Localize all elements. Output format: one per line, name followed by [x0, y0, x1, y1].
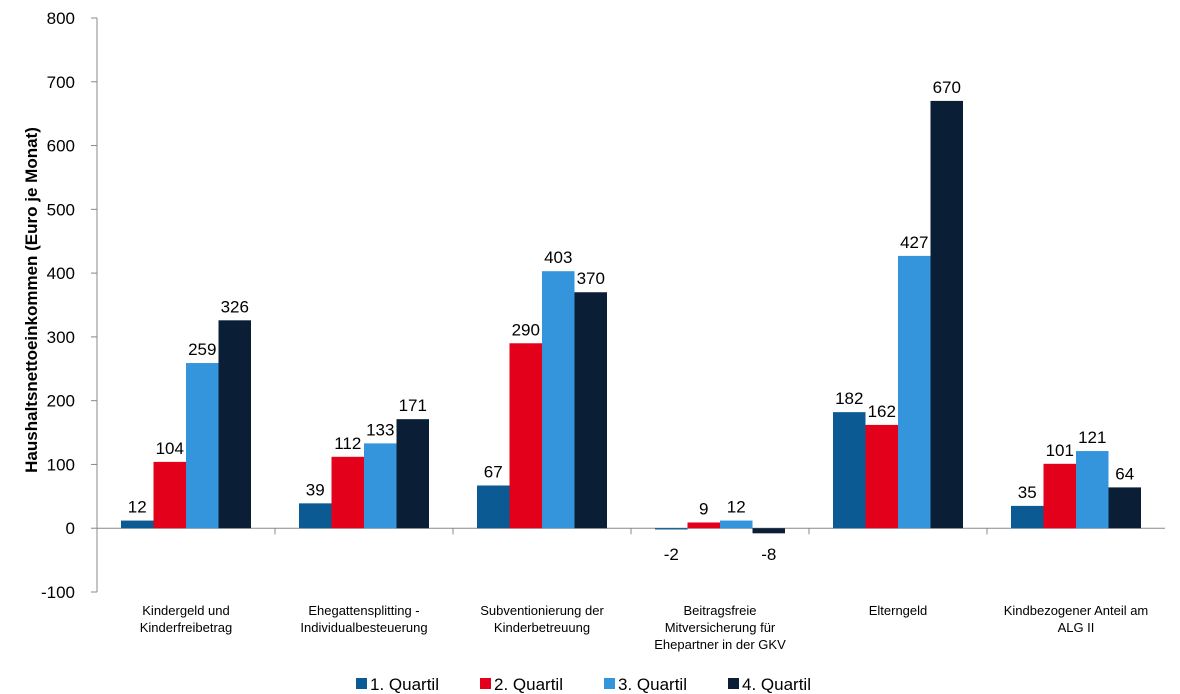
bar [121, 520, 154, 529]
y-tick-label: -100 [41, 583, 75, 602]
category-label: Elterngeld [869, 603, 928, 618]
bar [865, 424, 898, 529]
category-label: Ehepartner in der GKV [654, 637, 786, 652]
legend-label: 4. Quartil [742, 675, 811, 694]
bar [153, 461, 186, 529]
bar [1011, 505, 1044, 529]
category-label: Kindergeld und [142, 603, 229, 618]
bar [898, 255, 931, 529]
legend: 1. Quartil 2. Quartil 3. Quartil 4. Quartil [356, 675, 811, 694]
bar [1076, 451, 1109, 529]
bar [509, 343, 542, 529]
bar [752, 528, 785, 534]
data-label: 9 [699, 499, 708, 518]
data-labels: 12 104 259 326 39 112 133 171 67 290 403 370 -2 9 12 -8… [128, 78, 1134, 564]
bar [542, 271, 575, 529]
bar [477, 485, 510, 529]
category-label: Ehegattensplitting - [308, 603, 419, 618]
data-label: -8 [761, 545, 776, 564]
data-label: 370 [577, 269, 605, 288]
bar [720, 520, 753, 529]
data-label: 290 [512, 320, 540, 339]
category-labels: Kindergeld und Kinderfreibetrag Ehegattens… [140, 603, 1149, 652]
data-label: -2 [664, 545, 679, 564]
data-label: 101 [1046, 441, 1074, 460]
bar [833, 412, 866, 529]
data-label: 35 [1018, 483, 1037, 502]
category-label: Kindbezogener Anteil am [1004, 603, 1149, 618]
legend-label: 2. Quartil [494, 675, 563, 694]
y-tick-label: 800 [47, 9, 75, 28]
bar [186, 363, 219, 529]
data-label: 121 [1078, 428, 1106, 447]
data-label: 133 [366, 420, 394, 439]
data-label: 171 [399, 396, 427, 415]
y-tick-label: 700 [47, 73, 75, 92]
bar [331, 456, 364, 529]
bar [930, 100, 963, 529]
bar [655, 528, 688, 530]
category-label: ALG II [1058, 620, 1095, 635]
y-tick-label: 300 [47, 328, 75, 347]
category-label: Subventionierung der [480, 603, 604, 618]
legend-label: 3. Quartil [618, 675, 687, 694]
data-label: 427 [900, 233, 928, 252]
axes: -100 0 100 200 300 400 500 600 700 800 [41, 9, 1165, 602]
y-tick-label: 0 [66, 519, 75, 538]
category-label: Kinderfreibetrag [140, 620, 233, 635]
bar [1108, 487, 1141, 529]
legend-swatch [604, 678, 615, 689]
y-tick-label: 600 [47, 137, 75, 156]
bar [299, 503, 332, 529]
category-label: Beitragsfreie [684, 603, 757, 618]
legend-label: 1. Quartil [370, 675, 439, 694]
data-label: 182 [835, 389, 863, 408]
bar [1043, 463, 1076, 529]
category-label: Mitversicherung für [665, 620, 776, 635]
category-label: Kinderbetreuung [494, 620, 590, 635]
bar [396, 419, 429, 529]
data-label: 162 [868, 402, 896, 421]
data-label: 259 [188, 340, 216, 359]
data-label: 64 [1115, 464, 1134, 483]
data-label: 12 [727, 498, 746, 517]
y-tick-label: 100 [47, 455, 75, 474]
category-label: Individualbesteuerung [300, 620, 427, 635]
data-label: 112 [334, 434, 361, 453]
y-tick-label: 500 [47, 200, 75, 219]
y-tick-label: 200 [47, 392, 75, 411]
data-label: 67 [484, 462, 503, 481]
y-tick-label: 400 [47, 264, 75, 283]
y-axis-label: Haushaltsnettoeinkommen (Euro je Monat) [22, 127, 41, 473]
data-label: 104 [156, 439, 184, 458]
data-label: 670 [933, 78, 961, 97]
data-label: 39 [306, 480, 325, 499]
legend-swatch [728, 678, 739, 689]
data-label: 403 [544, 248, 572, 267]
bar [574, 292, 607, 529]
legend-swatch [480, 678, 491, 689]
data-label: 12 [128, 498, 147, 517]
data-label: 326 [221, 297, 249, 316]
bar [218, 320, 251, 529]
legend-swatch [356, 678, 367, 689]
bars [121, 100, 1141, 534]
bar [687, 522, 720, 529]
bar [364, 443, 397, 529]
